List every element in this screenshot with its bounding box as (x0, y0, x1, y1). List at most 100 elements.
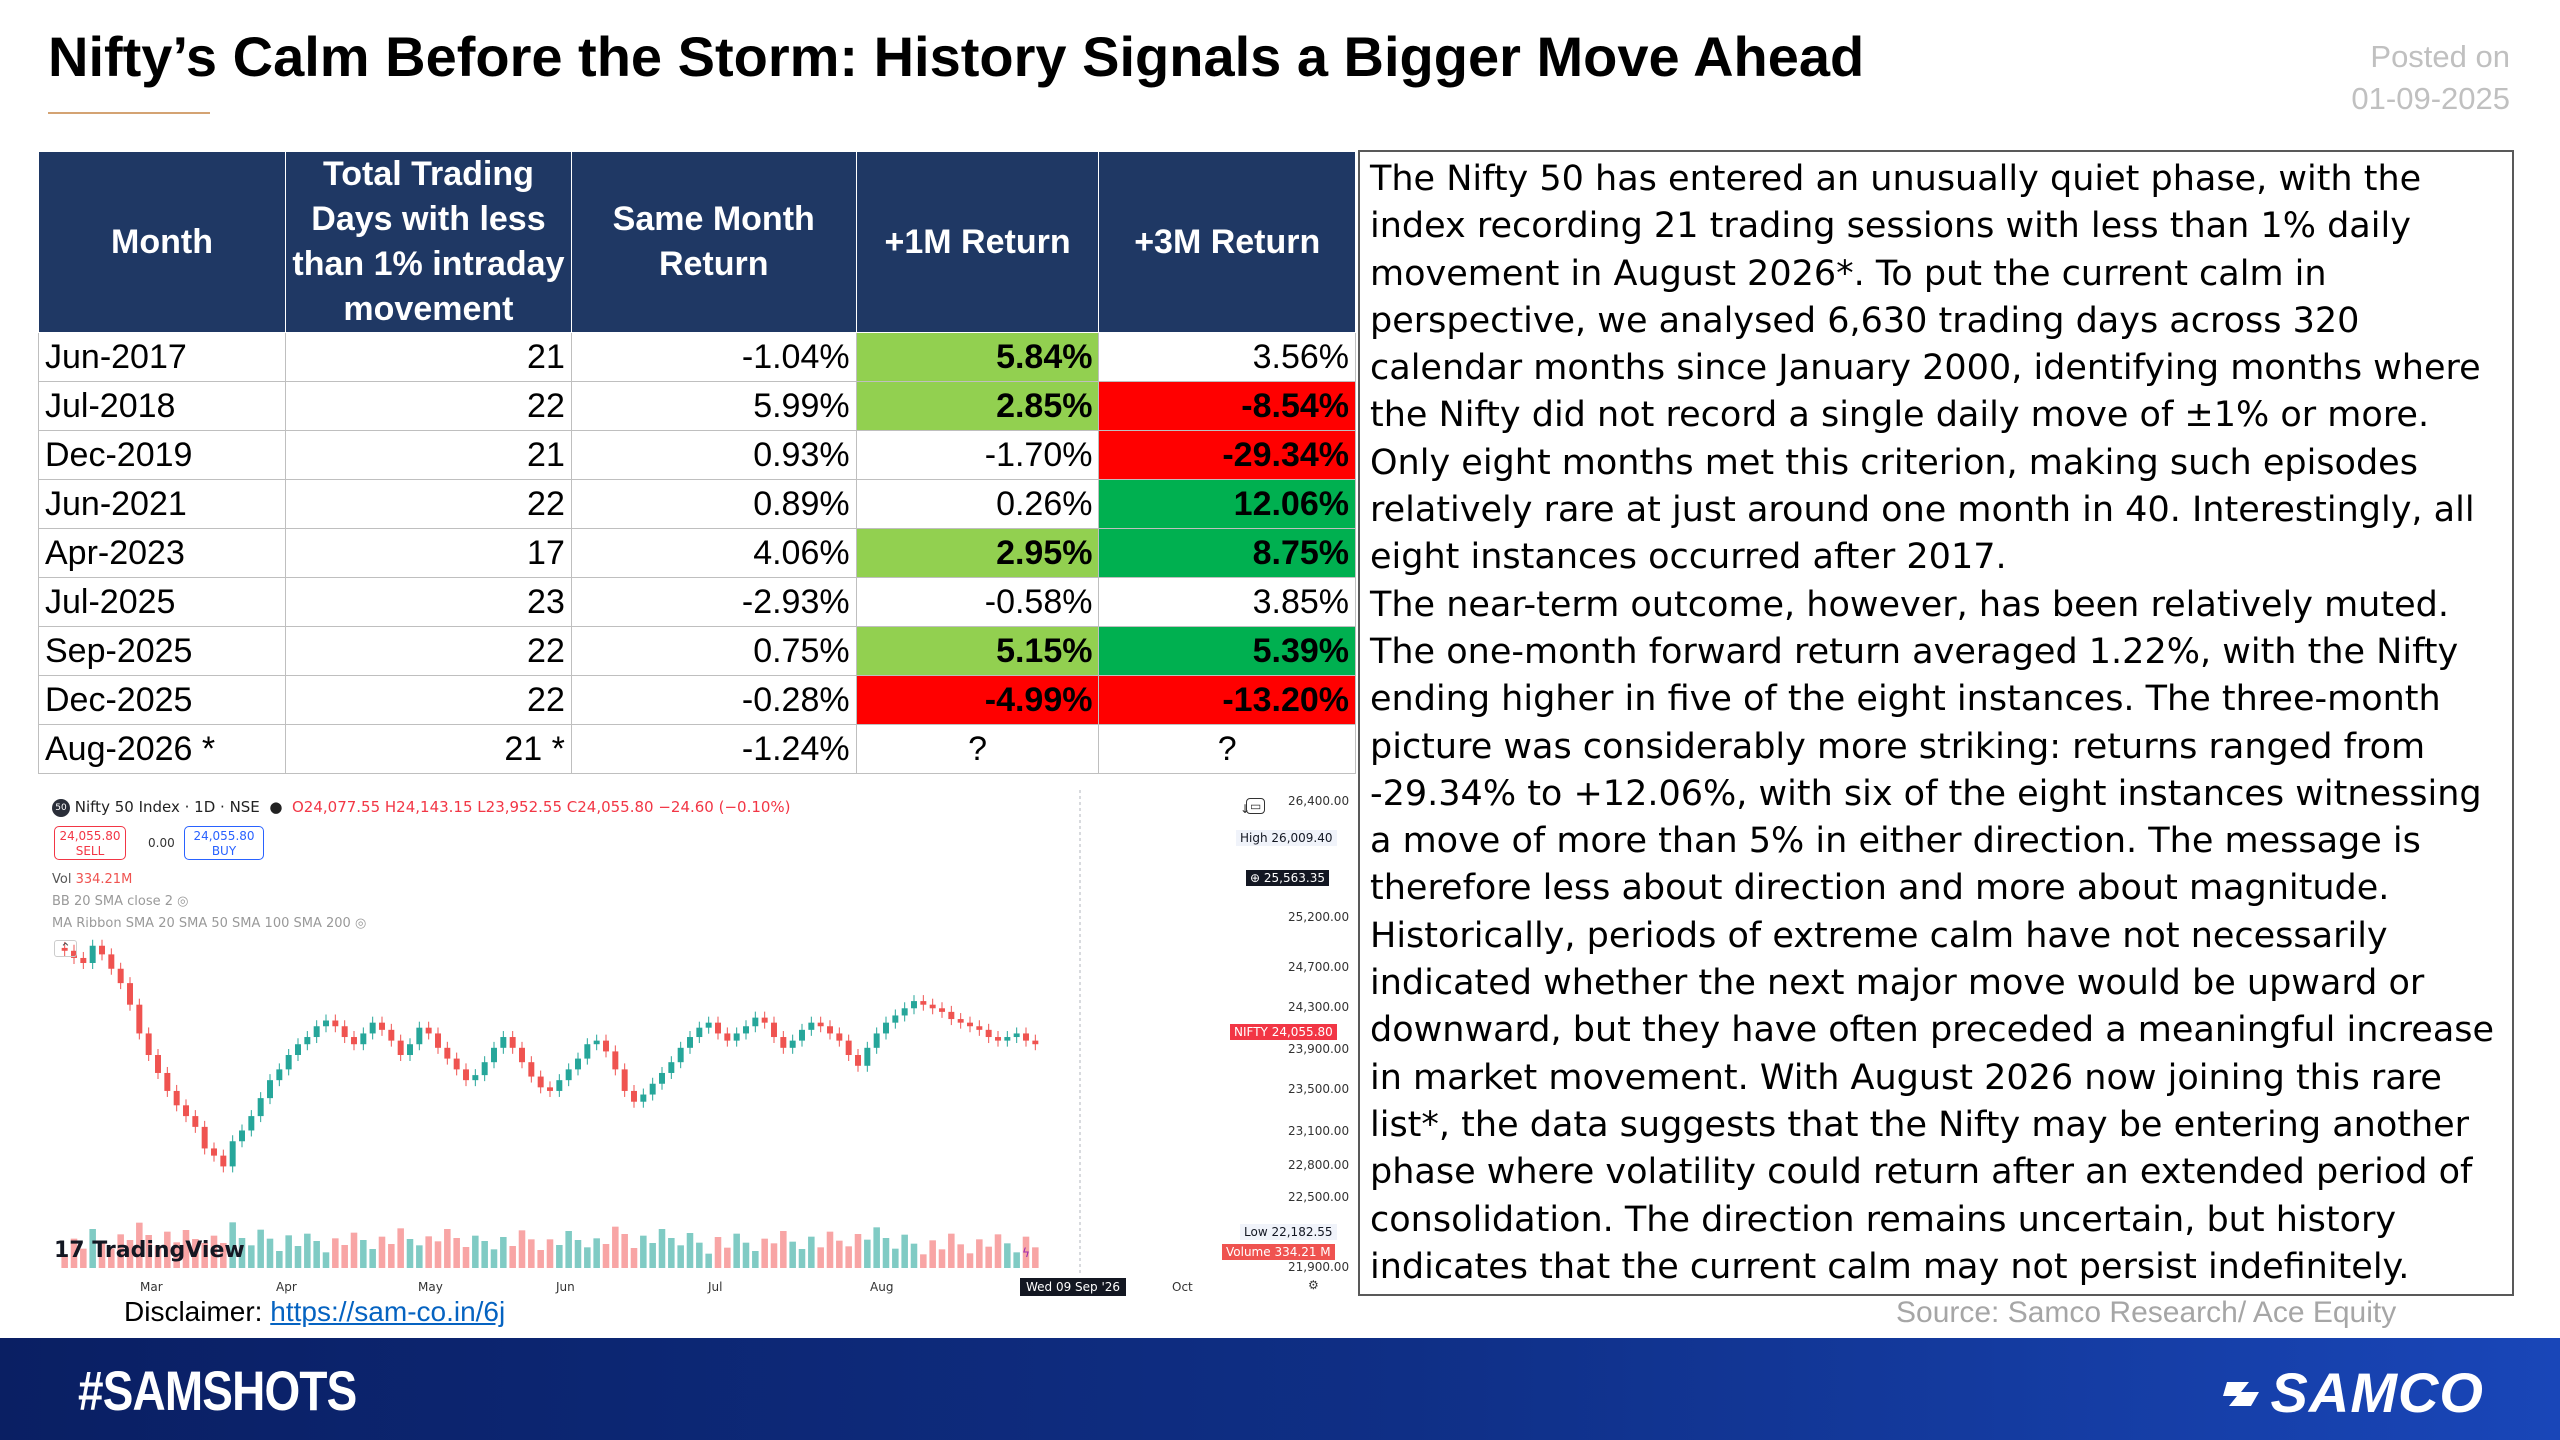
volume-bar (126, 1240, 134, 1268)
last-tag: NIFTY (1234, 1025, 1268, 1039)
table-row: Dec-2025 22 -0.28% -4.99% -13.20% (37, 675, 1356, 725)
cell-same: 4.06% (570, 528, 857, 578)
x-tick: Apr (276, 1280, 297, 1294)
disclaimer-link[interactable]: https://sam-co.in/6j (270, 1296, 506, 1327)
download-icon[interactable]: ↓ (1240, 802, 1251, 816)
candle-body (99, 945, 105, 955)
x-tick: Mar (140, 1280, 163, 1294)
crosshair-value: 25,563.35 (1263, 871, 1325, 885)
candle-body (995, 1037, 1001, 1041)
x-tick: Aug (870, 1280, 894, 1294)
volume-bar (649, 1243, 656, 1268)
table-row: Dec-2019 21 0.93% -1.70% -29.34% (37, 430, 1356, 480)
vol-label: Vol (52, 872, 72, 887)
candle-body (89, 945, 96, 963)
volume-bar (966, 1253, 974, 1268)
candle-body (836, 1033, 843, 1041)
cell-3m: 12.06% (1098, 479, 1356, 529)
cell-3m: -8.54% (1098, 381, 1356, 431)
cell-3m: -29.34% (1098, 430, 1356, 480)
cell-same: 0.89% (570, 479, 857, 529)
volume-bar (957, 1244, 964, 1268)
candle-body (883, 1022, 889, 1034)
volume-bar (164, 1231, 171, 1268)
candle-body (304, 1037, 311, 1045)
candle-body (173, 1090, 180, 1106)
candle-body (939, 1008, 945, 1012)
footer-bar: #SAMSHOTS SAMCO (0, 1338, 2560, 1440)
buy-label: BUY (211, 844, 237, 858)
candle-body (985, 1029, 992, 1038)
cell-1m: -4.99% (855, 675, 1100, 725)
volume-bar (248, 1245, 255, 1268)
candle-body (239, 1130, 245, 1142)
disclaimer-label: Disclaimer: (124, 1296, 263, 1327)
x-tick: Jul (708, 1280, 723, 1294)
lightning-icon[interactable]: ϟ (1022, 1246, 1030, 1260)
volume-bar (658, 1229, 666, 1268)
nifty-chart-screenshot: 50 Nifty 50 Index · 1D · NSE ● O24,077.5… (40, 790, 1356, 1302)
chart-symbol: Nifty 50 Index · 1D · NSE (74, 798, 260, 816)
candle-body (668, 1062, 675, 1073)
candle-body (444, 1047, 451, 1059)
eye-off-icon[interactable]: ◎ (354, 916, 367, 931)
index-badge-icon: 50 (52, 798, 70, 817)
sell-button[interactable]: 24,055.80 SELL (54, 826, 126, 860)
table-row: Jun-2021 22 0.89% 0.26% 12.06% (37, 479, 1356, 529)
volume-bar (714, 1237, 722, 1268)
cell-3m: -13.20% (1098, 675, 1356, 725)
volume-bar (892, 1248, 899, 1268)
candle-body (743, 1026, 749, 1034)
candle-body (752, 1017, 759, 1027)
volume-bar (220, 1243, 227, 1268)
cell-days: 17 (285, 528, 572, 578)
y-tick: 23,100.00 (1288, 1124, 1350, 1138)
tradingview-mark-icon: 17 (54, 1238, 85, 1263)
candle-body (500, 1037, 507, 1048)
volume-bar (808, 1236, 815, 1268)
candle-body (855, 1055, 861, 1066)
spread-value: 0.00 (148, 836, 175, 850)
buy-price: 24,055.80 (193, 829, 255, 843)
y-tick: 26,400.00 (1288, 794, 1350, 808)
candle-body (584, 1044, 591, 1059)
header-3m-return: +3M Return (1098, 151, 1356, 333)
vol-value: 334.21M (75, 872, 133, 887)
candlestick-plot (61, 790, 1081, 1276)
candle-body (565, 1069, 572, 1081)
candle-body (509, 1037, 516, 1048)
candle-body (201, 1126, 208, 1149)
candle-body (491, 1047, 497, 1063)
candle-body (864, 1047, 871, 1066)
candle-body (341, 1026, 348, 1038)
cell-1m: -1.70% (855, 430, 1100, 480)
collapse-legend-button[interactable]: ⌃ (54, 940, 77, 957)
candle-body (453, 1058, 460, 1070)
volume-bar (173, 1242, 180, 1268)
volume-bar (901, 1234, 908, 1268)
cell-3m: ? (1098, 724, 1356, 774)
volume-bar (976, 1239, 983, 1268)
eye-off-icon[interactable]: ◎ (177, 894, 189, 909)
cell-month: Aug-2026 * (37, 724, 287, 774)
candle-body (575, 1058, 581, 1070)
candle-body (332, 1020, 339, 1027)
volume-bar (500, 1237, 507, 1268)
buy-button[interactable]: 24,055.80 BUY (184, 826, 264, 860)
candle-body (537, 1076, 544, 1088)
low-label: Low (1244, 1225, 1268, 1239)
candle-body (724, 1033, 731, 1041)
volume-indicator: Vol 334.21M (52, 872, 132, 887)
volume-bar (462, 1247, 470, 1268)
settings-icon[interactable]: ⚙ (1308, 1278, 1319, 1292)
volume-bar (481, 1241, 488, 1268)
candle-body (379, 1022, 385, 1030)
candle-body (229, 1141, 236, 1167)
plus-icon[interactable]: ⊕ (1250, 871, 1261, 885)
volume-tag-value: 334.21 M (1274, 1245, 1331, 1259)
volume-bar (341, 1245, 348, 1268)
candle-body (276, 1069, 283, 1081)
volume-bar (826, 1231, 834, 1268)
candle-body (892, 1015, 899, 1023)
screenshot-icon[interactable]: ▭ (1246, 798, 1266, 814)
